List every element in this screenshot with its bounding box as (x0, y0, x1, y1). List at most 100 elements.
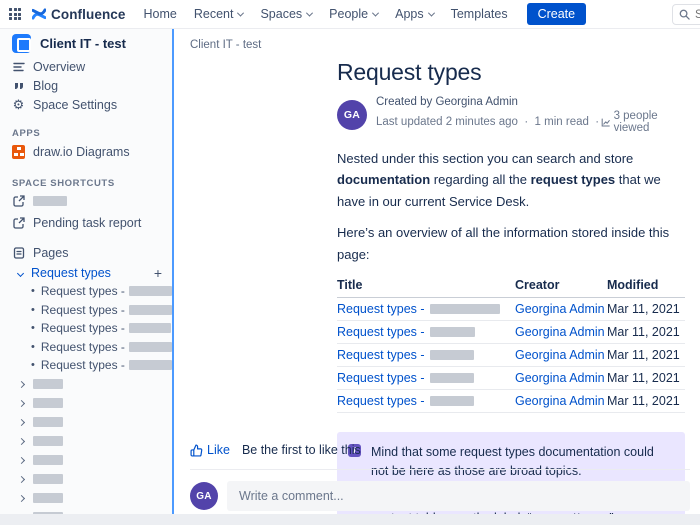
section-header-apps: APPS (12, 127, 41, 139)
info-icon: i (348, 444, 361, 458)
sidebar-page-item[interactable]: • Request types - (0, 319, 172, 338)
byline-views[interactable]: 3 people viewed (613, 110, 658, 134)
redacted-label (128, 304, 172, 315)
table-row: Request types - Georgina Admin Mar 11, 2… (337, 343, 685, 368)
sidebar-shortcut-redacted[interactable] (0, 190, 172, 212)
modified-date: Mar 11, 2021 (607, 389, 685, 414)
creator-link[interactable]: Georgina Admin (515, 325, 605, 340)
chevron-down-icon (16, 269, 25, 277)
sidebar-collapsed-item[interactable] (0, 470, 172, 489)
table-row: Request types - Georgina Admin Mar 11, 2… (337, 389, 685, 414)
column-header-creator[interactable]: Creator (515, 274, 607, 299)
drawio-icon (12, 145, 25, 159)
redacted-label (33, 398, 63, 408)
space-header[interactable]: Client IT - test (0, 33, 172, 53)
page-link[interactable]: Request types - (337, 325, 425, 340)
bullet-icon: • (31, 322, 35, 335)
redacted-text (429, 350, 474, 361)
column-header-title[interactable]: Title (337, 274, 515, 299)
creator-link[interactable]: Georgina Admin (515, 302, 605, 317)
modified-date: Mar 11, 2021 (607, 366, 685, 391)
sidebar-collapsed-item[interactable] (0, 375, 172, 394)
chevron-down-icon (427, 9, 435, 17)
sidebar-item-drawio[interactable]: draw.io Diagrams (0, 140, 172, 164)
redacted-label (33, 379, 63, 389)
sidebar-item-pages[interactable]: Pages (0, 242, 172, 264)
sidebar-page-item[interactable]: • Request types - (0, 356, 172, 375)
sidebar-collapsed-item[interactable] (0, 394, 172, 413)
avatar[interactable]: GA (190, 482, 218, 510)
chevron-right-icon (17, 418, 26, 426)
modified-date: Mar 11, 2021 (607, 343, 685, 368)
redacted-label (33, 196, 67, 206)
sidebar-page-item[interactable]: • Request types - (0, 301, 172, 320)
thumbs-up-icon (190, 443, 203, 457)
quote-icon (12, 79, 25, 92)
like-hint: Be the first to like this (241, 443, 361, 457)
divider (190, 469, 690, 470)
create-button[interactable]: Create (526, 3, 587, 25)
byline: GA Created by Georgina Admin Last update… (337, 96, 685, 134)
column-header-modified[interactable]: Modified (607, 274, 685, 299)
chevron-right-icon (17, 399, 26, 407)
sidebar-collapsed-item[interactable] (0, 451, 172, 470)
creator-link[interactable]: Georgina Admin (515, 394, 605, 409)
chevron-right-icon (17, 437, 26, 445)
sidebar-shortcut-pending-task-report[interactable]: Pending task report (0, 212, 172, 234)
bullet-icon: • (31, 359, 35, 372)
sidebar-item-blog[interactable]: Blog (0, 76, 172, 95)
sidebar-page-item[interactable]: • Request types - (0, 282, 172, 301)
confluence-logo[interactable]: Confluence (32, 7, 126, 22)
sidebar-page-item[interactable]: • Request types - (0, 338, 172, 357)
app-switcher-icon[interactable] (9, 8, 21, 20)
nav-item-templates[interactable]: Templates (450, 7, 508, 21)
page-link[interactable]: Request types - (337, 371, 425, 386)
avatar[interactable]: GA (337, 100, 367, 130)
nav-item-people[interactable]: People (329, 7, 380, 21)
table-header-row: Title Creator Modified (337, 274, 685, 299)
content-table: Title Creator Modified Request types - G… (337, 274, 685, 414)
sidebar-item-overview[interactable]: Overview (0, 57, 172, 76)
add-page-button[interactable]: + (153, 265, 162, 281)
redacted-label (33, 493, 63, 503)
bullet-icon: • (31, 340, 35, 353)
byline-updated[interactable]: Last updated 2 minutes ago · 1 min read … (376, 116, 600, 128)
sidebar-page-request-types[interactable]: Request types + (0, 264, 172, 282)
nav-item-home[interactable]: Home (143, 7, 177, 21)
chevron-right-icon (17, 456, 26, 464)
sidebar-item-label: Pages (33, 246, 69, 260)
creator-link[interactable]: Georgina Admin (515, 371, 605, 386)
creator-link[interactable]: Georgina Admin (515, 348, 605, 363)
breadcrumb[interactable]: Client IT - test (190, 39, 262, 51)
modified-date: Mar 11, 2021 (607, 297, 685, 322)
redacted-label (33, 474, 63, 484)
sidebar-item-label: Overview (33, 59, 86, 74)
page-link[interactable]: Request types - (337, 394, 425, 409)
tree-root-label: Request types (31, 266, 111, 280)
sidebar-collapsed-item[interactable] (0, 432, 172, 451)
byline-created[interactable]: Created by Georgina Admin (376, 96, 518, 108)
search-box[interactable] (672, 4, 700, 25)
sidebar-item-label: Blog (33, 78, 59, 93)
nav-item-apps[interactable]: Apps (395, 7, 435, 21)
page-link[interactable]: Request types - (337, 348, 425, 363)
chevron-right-icon (17, 494, 26, 502)
chevron-right-icon (17, 380, 26, 388)
comment-input[interactable] (227, 481, 690, 511)
chevron-down-icon (372, 9, 380, 17)
main-content: Client IT - test Request types GA Create… (174, 29, 700, 525)
sidebar-collapsed-item[interactable] (0, 413, 172, 432)
redacted-label (33, 417, 63, 427)
like-button[interactable]: Like (190, 443, 230, 457)
sidebar-collapsed-item[interactable] (0, 489, 172, 508)
nav-item-recent[interactable]: Recent (194, 7, 245, 21)
page-link[interactable]: Request types - (337, 302, 425, 317)
sidebar-item-space-settings[interactable]: ⚙ Space Settings (0, 95, 172, 114)
bullet-icon: • (31, 285, 35, 298)
chevron-right-icon (17, 475, 26, 483)
nav-item-spaces[interactable]: Spaces (260, 7, 314, 21)
section-header-shortcuts: SPACE SHORTCUTS (12, 177, 115, 189)
search-input[interactable] (695, 8, 700, 21)
sidebar: Client IT - test Overview Blog ⚙ Space S… (0, 29, 174, 525)
space-logo-icon (12, 33, 31, 53)
